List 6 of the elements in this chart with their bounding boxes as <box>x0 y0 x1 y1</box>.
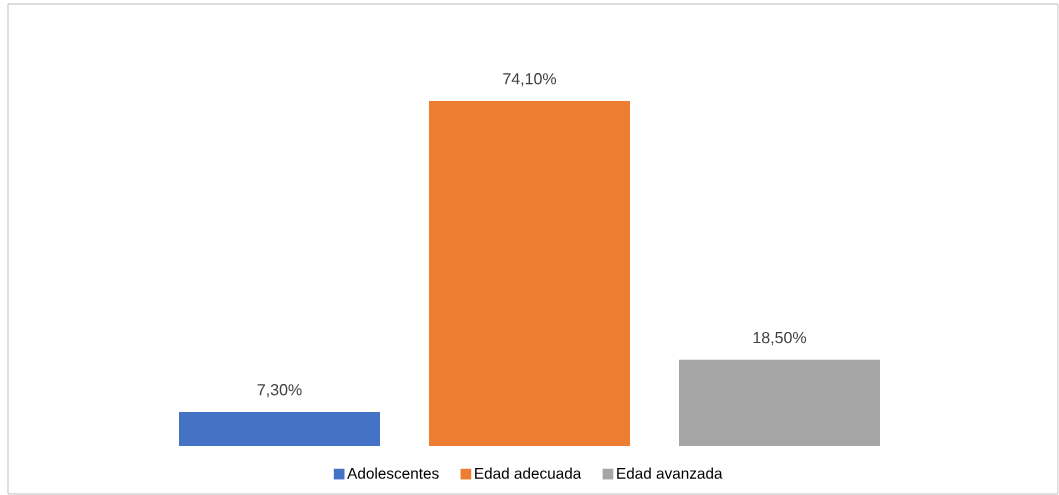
legend-label: Adolescentes <box>347 467 439 479</box>
data-label: 74,10% <box>503 73 557 87</box>
legend-label: Edad avanzada <box>617 467 723 479</box>
data-label: 18,50% <box>753 331 807 346</box>
legend-label: Edad adecuada <box>475 467 582 479</box>
data-label: 7,30% <box>257 384 302 398</box>
